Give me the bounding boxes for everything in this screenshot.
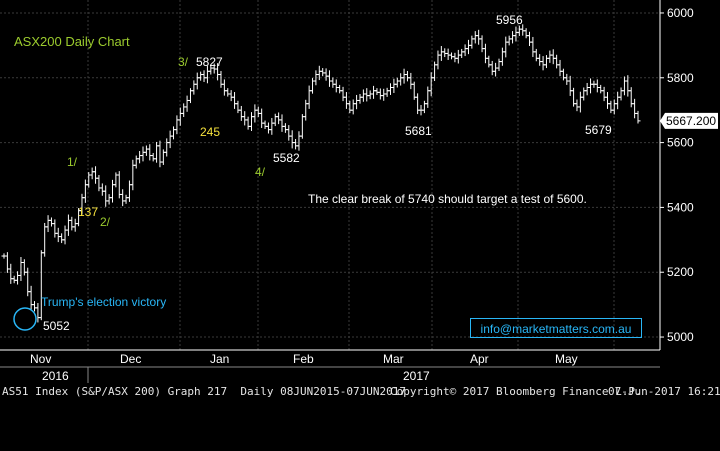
ohlc-chart: 5000 5200 5400 5600 5800 6000 Nov Dec Jan Feb Mar A… xyxy=(0,0,718,383)
chart-title: ASX200 Daily Chart xyxy=(14,34,130,49)
annotation-label: 5052 xyxy=(43,319,70,333)
year-label: 2017 xyxy=(403,369,430,383)
y-tick-label: 5200 xyxy=(667,265,694,279)
annotation-label: 3/ xyxy=(178,55,189,69)
x-tick-label: May xyxy=(555,352,578,366)
annotation-label: 2/ xyxy=(100,215,111,229)
annotation-label: 5956 xyxy=(496,13,523,27)
contact-email[interactable]: info@marketmatters.com.au xyxy=(480,322,632,336)
y-tick-label: 5800 xyxy=(667,71,694,85)
last-price-tag: 5667.200 xyxy=(660,112,718,129)
x-tick-label: Mar xyxy=(383,352,404,366)
annotation-label: 245 xyxy=(200,125,220,139)
y-tick-label: 5400 xyxy=(667,200,694,214)
annotation-label: 5582 xyxy=(273,151,300,165)
annotation-label: 5681 xyxy=(405,124,432,138)
y-tick-label: 6000 xyxy=(667,6,694,20)
footer-copyright: Copyright© 2017 Bloomberg Finance L.P. xyxy=(390,385,642,398)
annotation-label: The clear break of 5740 should target a … xyxy=(308,192,587,206)
footer-bar: AS51 Index (S&P/ASX 200) Graph 217 Daily… xyxy=(0,383,720,400)
x-tick-label: Dec xyxy=(120,352,141,366)
footer-index-info: AS51 Index (S&P/ASX 200) Graph 217 Daily… xyxy=(2,385,406,398)
last-price-label: 5667.200 xyxy=(666,114,716,128)
footer-timestamp: 07-Jun-2017 16:21:00 xyxy=(608,385,720,398)
year-label: 2016 xyxy=(42,369,69,383)
y-tick-label: 5000 xyxy=(667,330,694,344)
annotation-label: 5679 xyxy=(585,123,612,137)
axes: 5000 5200 5400 5600 5800 6000 Nov Dec Jan Feb Mar A… xyxy=(0,0,718,383)
x-tick-label: Feb xyxy=(293,352,314,366)
x-tick-label: Jan xyxy=(210,352,229,366)
y-tick-label: 5600 xyxy=(667,136,694,150)
annotation-label: 5827 xyxy=(196,55,223,69)
annotation-label: 1/ xyxy=(67,155,78,169)
x-tick-label: Nov xyxy=(30,352,51,366)
election-marker-circle xyxy=(13,307,37,331)
last-price-tag-bg xyxy=(660,112,718,129)
annotation-label: 4/ xyxy=(255,165,266,179)
x-tick-label: Apr xyxy=(470,352,489,366)
annotation-label: Trump's election victory xyxy=(41,295,166,309)
price-bars xyxy=(1,24,641,323)
contact-email-box[interactable]: info@marketmatters.com.au xyxy=(470,318,642,338)
annotation-label: 137 xyxy=(78,205,98,219)
annotations: ASX200 Daily Chart 5827 3/245 5956 5681 5679 5… xyxy=(13,13,612,333)
